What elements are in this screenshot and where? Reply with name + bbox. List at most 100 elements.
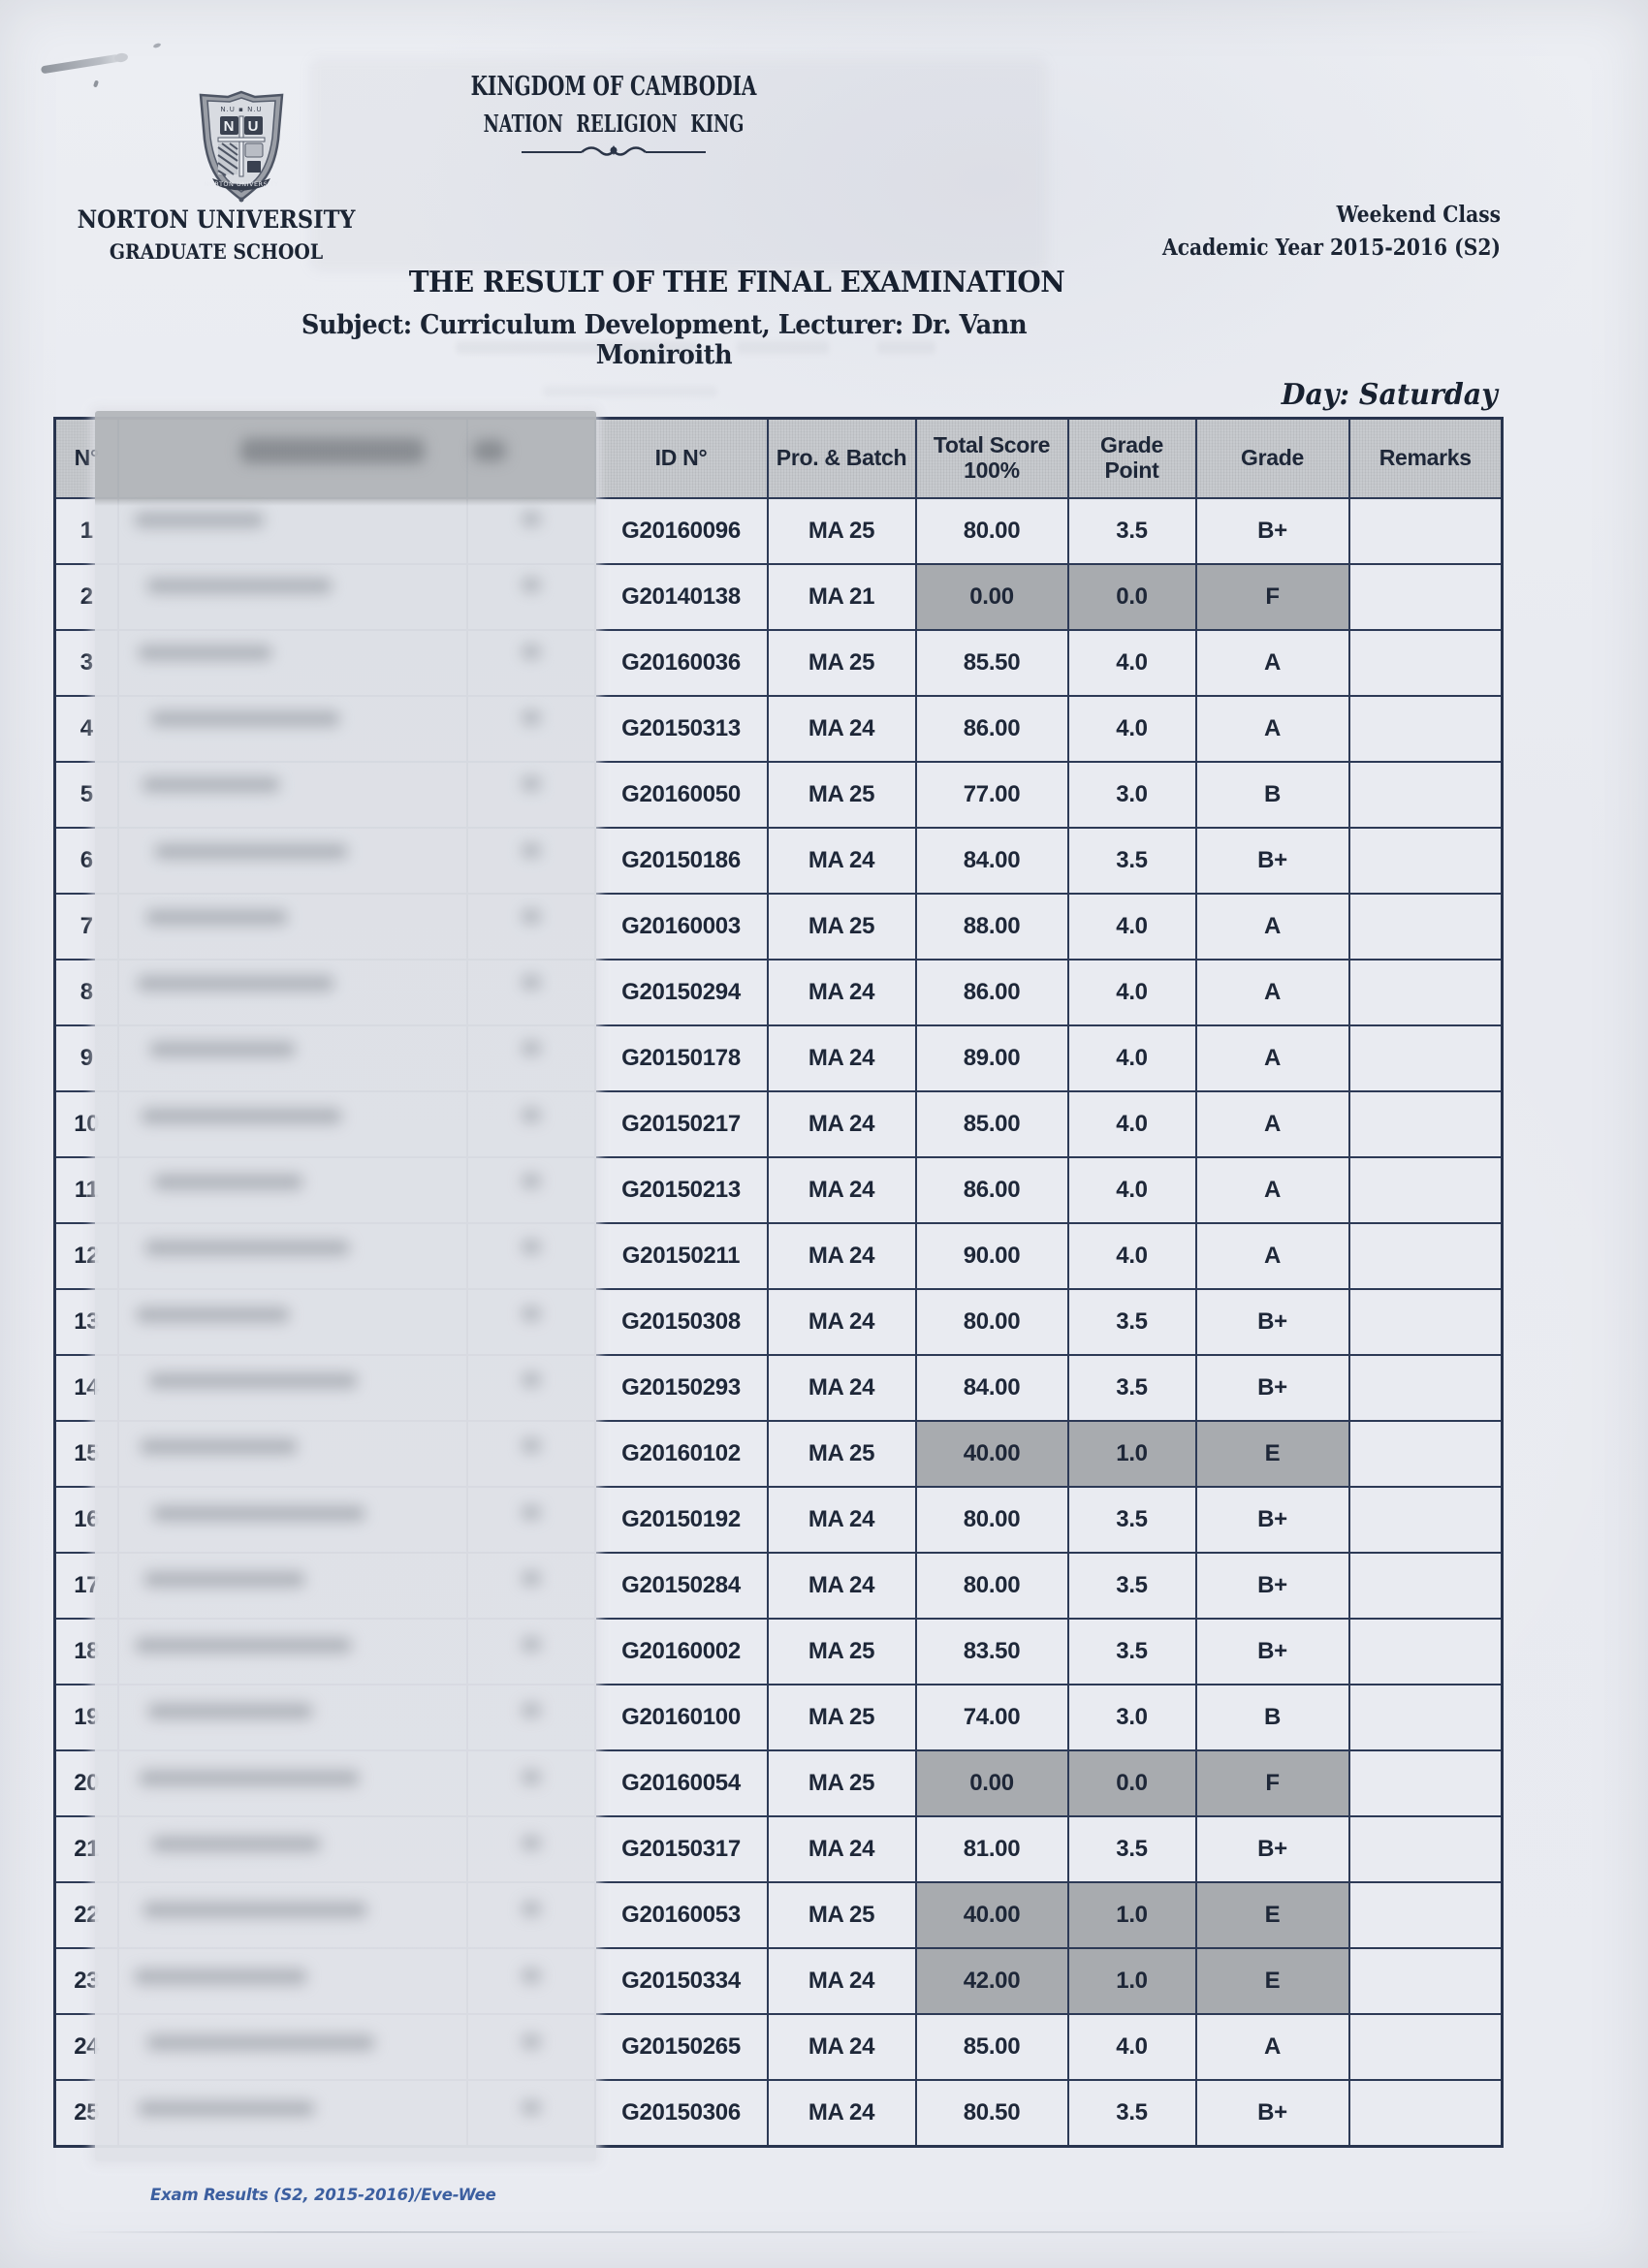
cell-grade-point: 3.5 (1066, 2079, 1197, 2148)
norton-university-logo: N.U ▪ N.U N U NORTON UNIVERSITY (197, 89, 286, 204)
cell-batch: MA 24 (766, 1552, 917, 1620)
class-info-block: Weekend Class Academic Year 2015-2016 (S… (1093, 202, 1501, 261)
cell-grade: B+ (1194, 1618, 1350, 1685)
cell-remarks (1347, 1354, 1504, 1422)
cell-score: 81.00 (914, 1815, 1069, 1883)
cell-batch: MA 24 (766, 1815, 917, 1883)
university-name-block: NORTON UNIVERSITY GRADUATE SCHOOL (22, 205, 410, 264)
scan-speck (152, 42, 162, 49)
kingdom-line: KINGDOM OF CAMBODIA (470, 72, 757, 102)
table-row: 20 G20160054 MA 25 0.00 0.0 F (53, 1749, 1504, 1817)
cell-score: 40.00 (914, 1881, 1069, 1949)
cell-grade-point: 4.0 (1066, 893, 1197, 961)
cell-score: 86.00 (914, 695, 1069, 763)
cell-score: 86.00 (914, 959, 1069, 1026)
divider-ornament-icon (420, 142, 808, 163)
cell-remarks (1347, 563, 1504, 631)
results-table: N° ID N° Pro. & Batch Total Score 100% G… (53, 417, 1504, 2148)
cell-batch: MA 24 (766, 1288, 917, 1356)
cell-batch: MA 24 (766, 1222, 917, 1290)
cell-score: 88.00 (914, 893, 1069, 961)
cell-batch: MA 25 (766, 1881, 917, 1949)
cell-grade: A (1194, 1024, 1350, 1092)
bleedthrough-smudge (310, 58, 1047, 271)
header-remarks: Remarks (1347, 417, 1504, 499)
cell-grade-point: 4.0 (1066, 2013, 1197, 2081)
cell-grade-point: 4.0 (1066, 629, 1197, 697)
cell-grade-point: 3.5 (1066, 497, 1197, 565)
cell-remarks (1347, 1815, 1504, 1883)
cell-score: 84.00 (914, 827, 1069, 895)
cell-batch: MA 24 (766, 1156, 917, 1224)
cell-grade: A (1194, 893, 1350, 961)
cell-score: 85.00 (914, 2013, 1069, 2081)
cell-no: 11 (53, 1156, 119, 1224)
cell-remarks (1347, 1486, 1504, 1554)
cell-grade: B+ (1194, 1815, 1350, 1883)
cell-score: 80.00 (914, 1486, 1069, 1554)
cell-grade-point: 3.5 (1066, 1354, 1197, 1422)
cell-score: 84.00 (914, 1354, 1069, 1422)
university-subtitle: GRADUATE SCHOOL (109, 239, 324, 264)
cell-id: G20150313 (593, 695, 769, 763)
cell-remarks (1347, 893, 1504, 961)
svg-text:U: U (248, 118, 259, 135)
document-title: THE RESULT OF THE FINAL EXAMINATION (408, 266, 1065, 299)
footer-filename: Exam Results (S2, 2015-2016)/Eve-Wee (150, 2186, 496, 2204)
cell-score: 80.00 (914, 497, 1069, 565)
header-total-score: Total Score 100% (914, 417, 1069, 499)
cell-remarks (1347, 2079, 1504, 2148)
cell-id: G20150317 (593, 1815, 769, 1883)
cell-id: G20150308 (593, 1288, 769, 1356)
cell-remarks (1347, 761, 1504, 829)
cell-id: G20160003 (593, 893, 769, 961)
cell-remarks (1347, 629, 1504, 697)
cell-grade-point: 1.0 (1066, 1881, 1197, 1949)
cell-id: G20150294 (593, 959, 769, 1026)
svg-text:N.U ▪ N.U: N.U ▪ N.U (220, 106, 262, 113)
cell-grade: A (1194, 695, 1350, 763)
cell-id: G20160002 (593, 1618, 769, 1685)
pencil-mark (40, 53, 121, 75)
university-name: NORTON UNIVERSITY (77, 205, 356, 234)
cell-grade: E (1194, 1420, 1350, 1488)
cell-remarks (1347, 959, 1504, 1026)
cell-score: 0.00 (914, 1749, 1069, 1817)
cell-batch: MA 24 (766, 695, 917, 763)
cell-grade: B+ (1194, 2079, 1350, 2148)
logo-banner-text: NORTON UNIVERSITY (204, 180, 278, 188)
cell-id: G20150306 (593, 2079, 769, 2148)
cell-score: 85.00 (914, 1090, 1069, 1158)
day-label: Day: Saturday (1281, 378, 1498, 412)
cell-id: G20150265 (593, 2013, 769, 2081)
cell-score: 80.00 (914, 1552, 1069, 1620)
bleedthrough-smudge (877, 341, 935, 354)
cell-batch: MA 24 (766, 1090, 917, 1158)
cell-grade: A (1194, 1156, 1350, 1224)
cell-grade-point: 0.0 (1066, 563, 1197, 631)
cell-batch: MA 24 (766, 1354, 917, 1422)
cell-grade-point: 3.5 (1066, 1815, 1197, 1883)
paper-crease (68, 2231, 1493, 2233)
academic-year: Academic Year 2015-2016 (S2) (1161, 235, 1501, 261)
class-type: Weekend Class (1336, 202, 1501, 228)
cell-grade-point: 3.0 (1066, 761, 1197, 829)
cell-score: 40.00 (914, 1420, 1069, 1488)
cell-remarks (1347, 1288, 1504, 1356)
cell-grade: B (1194, 1684, 1350, 1751)
cell-grade: A (1194, 1090, 1350, 1158)
cell-remarks (1347, 1749, 1504, 1817)
cell-id: G20150334 (593, 1947, 769, 2015)
cell-batch: MA 24 (766, 1024, 917, 1092)
bleedthrough-smudge (737, 341, 829, 354)
cell-batch: MA 24 (766, 2079, 917, 2148)
cell-grade: E (1194, 1881, 1350, 1949)
cell-grade-point: 3.5 (1066, 1486, 1197, 1554)
cell-score: 74.00 (914, 1684, 1069, 1751)
cell-grade-point: 4.0 (1066, 1090, 1197, 1158)
cell-grade: B+ (1194, 1552, 1350, 1620)
cell-grade-point: 0.0 (1066, 1749, 1197, 1817)
cell-id: G20160102 (593, 1420, 769, 1488)
redaction-blur-overlay (95, 411, 596, 2161)
